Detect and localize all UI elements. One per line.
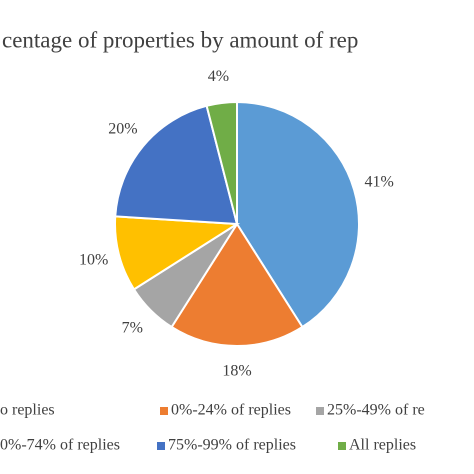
- legend-label: 0%-74% of replies: [0, 437, 120, 454]
- data-label: 7%: [122, 319, 143, 336]
- legend-marker: [338, 442, 346, 450]
- legend-marker: [160, 407, 168, 415]
- data-label: 20%: [108, 120, 137, 137]
- legend-label: o replies: [0, 402, 55, 419]
- legend-marker: [316, 407, 324, 415]
- pie-slice: [114, 215, 241, 291]
- pie-slice: [114, 104, 239, 226]
- legend-label: 25%-49% of re: [327, 402, 425, 419]
- data-label: 10%: [79, 251, 108, 268]
- pie-slice: [205, 100, 238, 225]
- pie-slice: [170, 222, 304, 347]
- data-label: 41%: [364, 173, 393, 190]
- data-label: 4%: [208, 68, 229, 85]
- legend-label: 0%-24% of replies: [171, 402, 291, 419]
- legend-marker: [157, 442, 165, 450]
- data-label: 18%: [222, 363, 251, 380]
- legend-label: 75%-99% of replies: [168, 437, 296, 454]
- legend-label: All replies: [349, 437, 416, 454]
- chart-title: centage of properties by amount of rep: [2, 27, 358, 52]
